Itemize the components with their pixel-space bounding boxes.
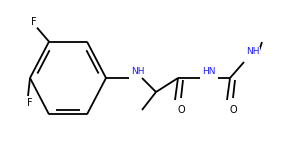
Text: NH: NH (246, 46, 260, 55)
Text: F: F (27, 98, 33, 108)
Text: NH: NH (131, 66, 145, 75)
Text: F: F (31, 17, 37, 27)
Text: O: O (177, 105, 185, 115)
Text: O: O (229, 105, 237, 115)
Text: HN: HN (202, 67, 216, 77)
